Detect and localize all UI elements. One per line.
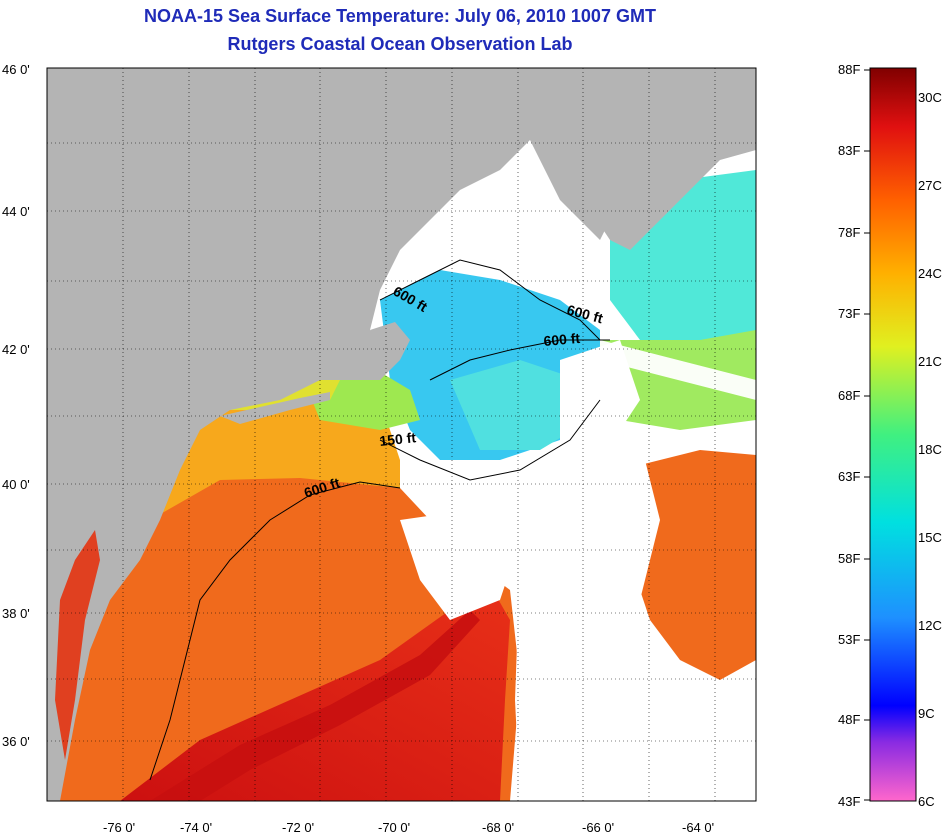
lon-tick-label: -72 0' (282, 820, 314, 835)
lon-tick-label: -68 0' (482, 820, 514, 835)
lat-tick-label: 46 0' (2, 62, 30, 77)
colorbar-f-label: 83F (838, 143, 860, 158)
lat-tick-label: 38 0' (2, 606, 30, 621)
colorbar-f-ticks (864, 69, 870, 801)
colorbar-f-label: 58F (838, 551, 860, 566)
isobath-label: 150 ft (379, 429, 417, 449)
longitude-axis: -76 0' -74 0' -72 0' -70 0' -68 0' -66 0… (103, 820, 714, 835)
colorbar-c-label: 12C (918, 618, 942, 633)
lat-tick-label: 40 0' (2, 477, 30, 492)
latitude-axis: 46 0' 44 0' 42 0' 40 0' 38 0' 36 0' (2, 62, 30, 749)
colorbar-c-label: 24C (918, 266, 942, 281)
map-area (47, 68, 756, 801)
lon-tick-label: -64 0' (682, 820, 714, 835)
colorbar-f-label: 68F (838, 388, 860, 403)
colorbar-c-label: 27C (918, 178, 942, 193)
gulf-stream-band (150, 610, 480, 801)
isobath-gom (379, 259, 601, 341)
colorbar-c-label: 30C (918, 90, 942, 105)
gulf-stream-core (120, 585, 510, 801)
colorbar-f-label: 43F (838, 794, 860, 809)
lon-tick-label: -74 0' (180, 820, 212, 835)
colorbar-c-label: 21C (918, 354, 942, 369)
colorbar-f-label: 48F (838, 712, 860, 727)
lon-tick-label: -66 0' (582, 820, 614, 835)
isobath-600-south (149, 481, 401, 781)
colorbar-f-label: 78F (838, 225, 860, 240)
isobath-gb (429, 339, 610, 381)
chesapeake-bay (55, 530, 100, 760)
land-mass (47, 68, 756, 801)
cloud-band (600, 340, 756, 400)
colorbar-f-label: 63F (838, 469, 860, 484)
colorbar-f-label: 53F (838, 632, 860, 647)
colorbar-f-label: 73F (838, 306, 860, 321)
colorbar-c-label: 6C (918, 794, 935, 809)
colorbar-c-label: 9C (918, 706, 935, 721)
cloud-patch (515, 560, 640, 801)
lat-tick-label: 36 0' (2, 734, 30, 749)
colorbar: 88F 83F 78F 73F 68F 63F 58F 53F 48F 43F … (838, 62, 942, 809)
lat-tick-label: 42 0' (2, 342, 30, 357)
map-title: NOAA-15 Sea Surface Temperature: July 06… (144, 6, 656, 26)
colorbar-c-label: 15C (918, 530, 942, 545)
isobath-label: 600 ft (543, 330, 581, 349)
colorbar-gradient (869, 67, 917, 802)
cape-cod (370, 322, 410, 360)
cloud-patch (400, 510, 520, 620)
lon-tick-label: -76 0' (103, 820, 135, 835)
isobath-150 (379, 399, 601, 481)
lat-tick-label: 44 0' (2, 204, 30, 219)
cool-water-patch (450, 360, 590, 450)
map-subtitle: Rutgers Coastal Ocean Observation Lab (227, 34, 573, 54)
nova-scotia (560, 90, 756, 250)
lon-tick-label: -70 0' (378, 820, 410, 835)
map-frame (46, 67, 757, 802)
colorbar-f-label: 88F (838, 62, 860, 77)
colorbar-c-label: 18C (918, 442, 942, 457)
